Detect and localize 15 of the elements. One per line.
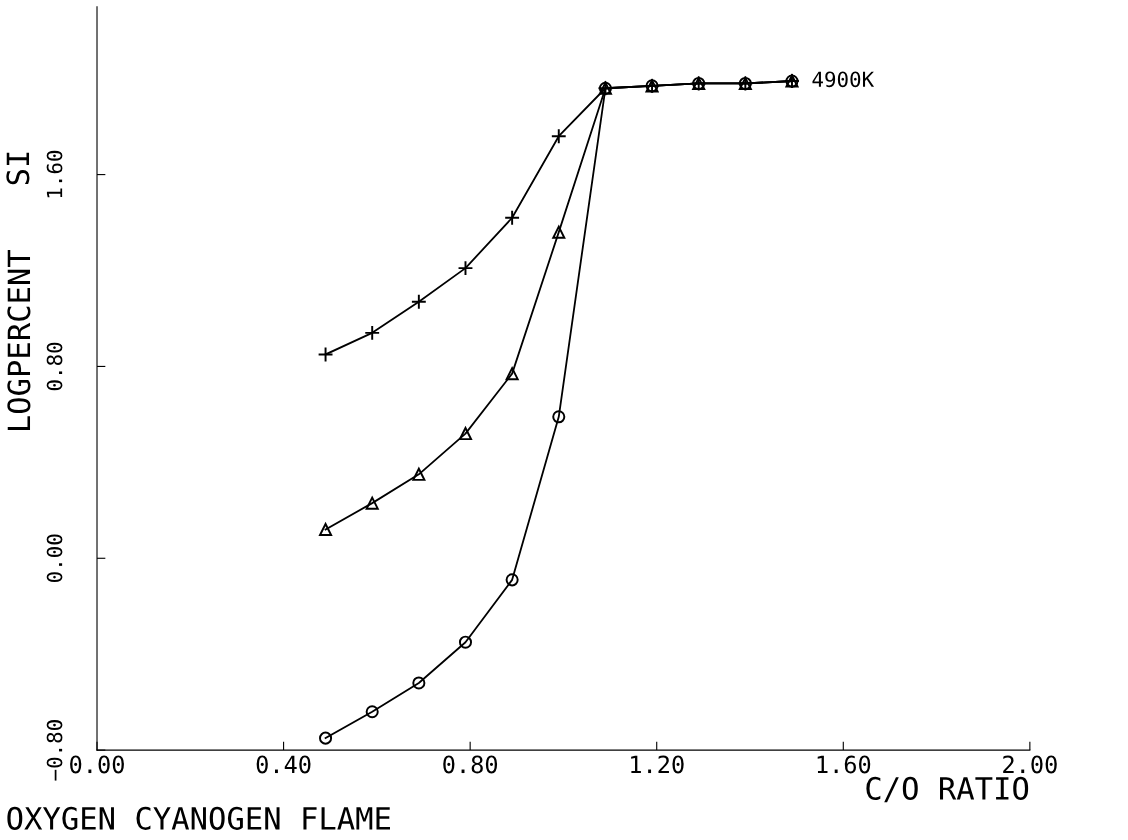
x-tick-label: 0.80	[443, 755, 498, 774]
x-tick-label: 1.20	[631, 755, 684, 774]
text: OXYGEN CYANOGEN FLAME	[7, 806, 390, 830]
text: SI	[6, 152, 30, 185]
y-tick-label: 0.80	[46, 342, 63, 391]
x-tick-label: 1.60	[817, 755, 871, 774]
y-axis-title: LOGPERCENT	[7, 249, 31, 431]
x-tick-label: 0.40	[256, 755, 311, 774]
y-tick-label: −0.80	[46, 720, 63, 781]
y-tick-label: 0.00	[46, 534, 63, 583]
annotation: 4900K	[812, 71, 875, 88]
y-tick-label: 1.60	[46, 150, 63, 198]
x-tick-label: 0.00	[70, 755, 124, 774]
x-tick-label: 2.00	[1003, 755, 1057, 774]
x-axis-title: C/O RATIO	[866, 776, 1029, 803]
